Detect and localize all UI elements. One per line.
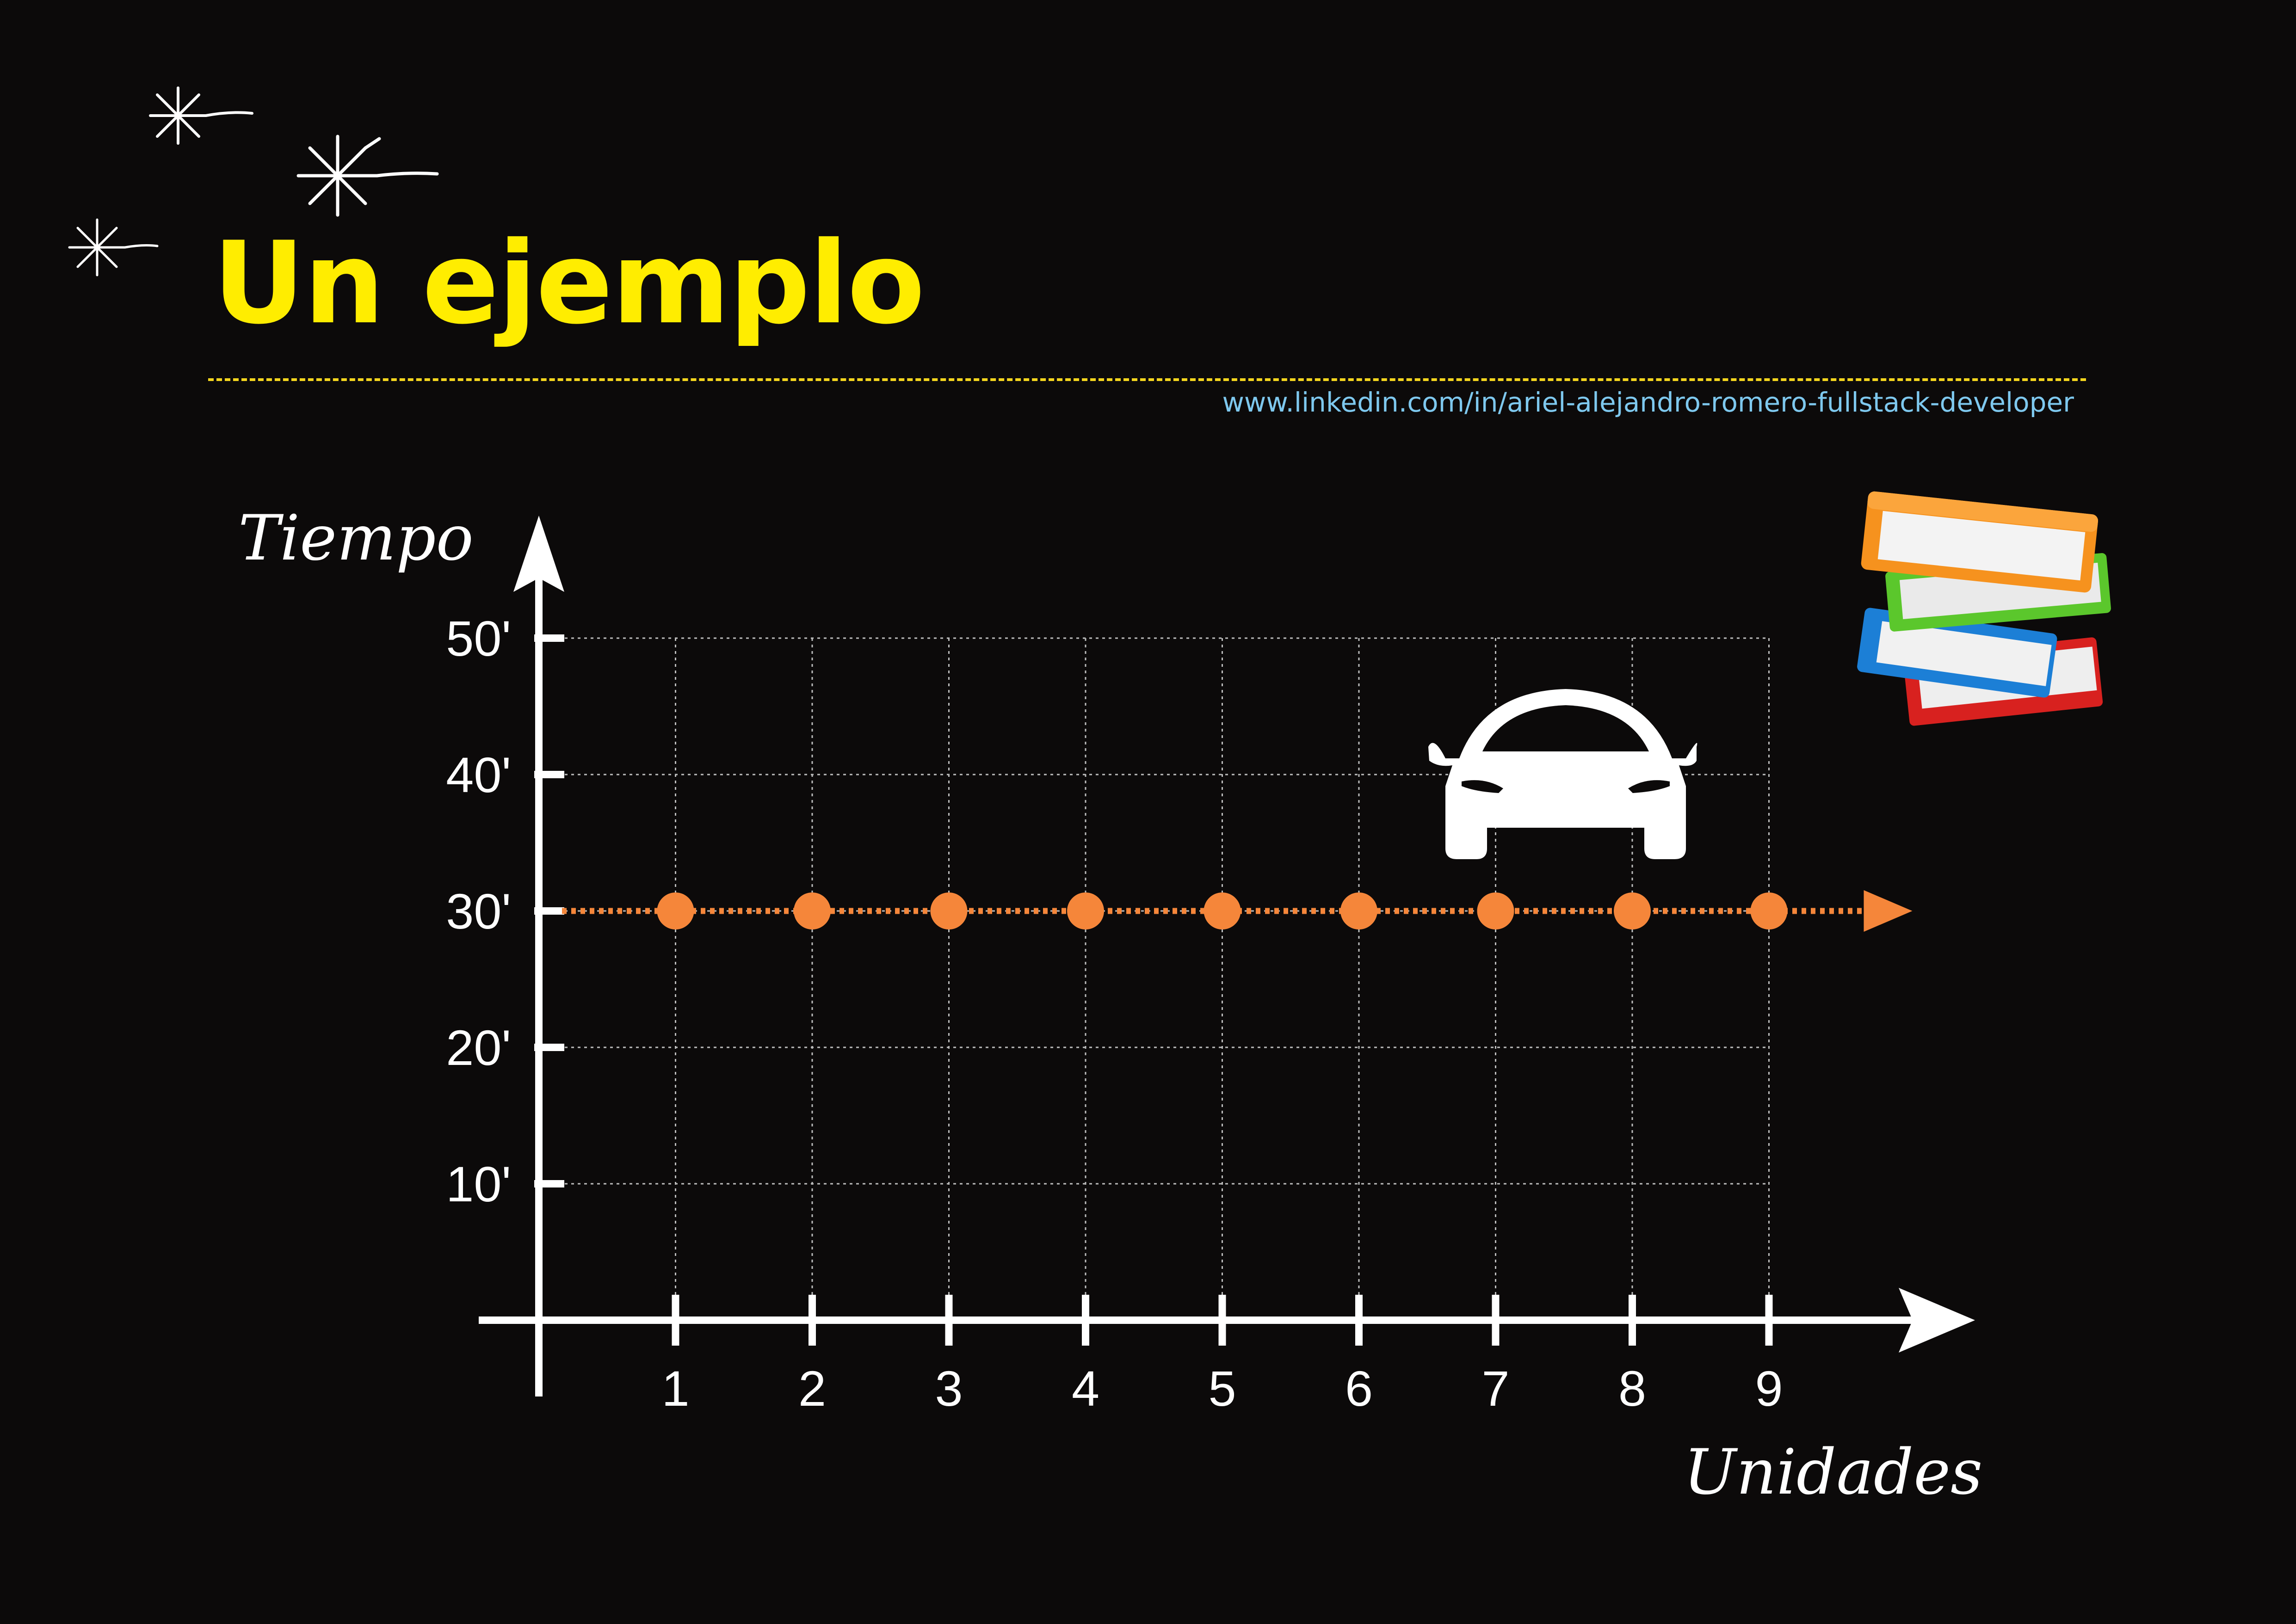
x-tick-label: 1 [661, 1360, 689, 1416]
y-axis-arrow [513, 516, 564, 592]
y-axis-title: Tiempo [238, 502, 474, 574]
linkedin-url[interactable]: www.linkedin.com/in/ariel-alejandro-rome… [1222, 387, 2074, 418]
x-tick-label: 6 [1345, 1360, 1373, 1416]
x-tick-label: 5 [1208, 1360, 1236, 1416]
chart-series [562, 890, 1913, 932]
sparkle-icon [68, 218, 159, 277]
x-tick-label: 8 [1618, 1360, 1646, 1416]
data-point [1614, 892, 1651, 929]
y-tick-label: 30' [446, 883, 511, 939]
data-point [1750, 892, 1788, 929]
x-tick-label: 7 [1481, 1360, 1509, 1416]
car-icon [1428, 689, 1697, 859]
series-arrow [1864, 890, 1913, 932]
data-point [657, 892, 694, 929]
x-tick-label: 4 [1072, 1360, 1099, 1416]
data-point [1067, 892, 1104, 929]
chart-axes [479, 516, 1975, 1396]
data-point [1477, 892, 1514, 929]
books-icon [1857, 491, 2111, 726]
x-tick-label: 3 [935, 1360, 963, 1416]
x-axis-arrow [1899, 1288, 1975, 1353]
x-tick-label: 2 [798, 1360, 826, 1416]
y-tick-label: 50' [446, 610, 511, 666]
sparkle-icon [296, 135, 439, 217]
data-point [794, 892, 831, 929]
y-tick-label: 20' [446, 1020, 511, 1076]
data-point [1204, 892, 1241, 929]
y-tick-label: 40' [446, 747, 511, 803]
data-point [1340, 892, 1377, 929]
y-tick-label: 10' [446, 1156, 511, 1212]
chart-labels: 1 2 3 4 5 6 7 8 9 10' 20' 30' 40' 50' [446, 610, 1783, 1416]
x-axis-title: Unidades [1684, 1436, 1982, 1508]
x-tick-label: 9 [1755, 1360, 1783, 1416]
slide-title: Un ejemplo [213, 217, 925, 349]
title-divider [208, 378, 2086, 381]
data-point [930, 892, 968, 929]
sparkle-icon [149, 86, 253, 145]
